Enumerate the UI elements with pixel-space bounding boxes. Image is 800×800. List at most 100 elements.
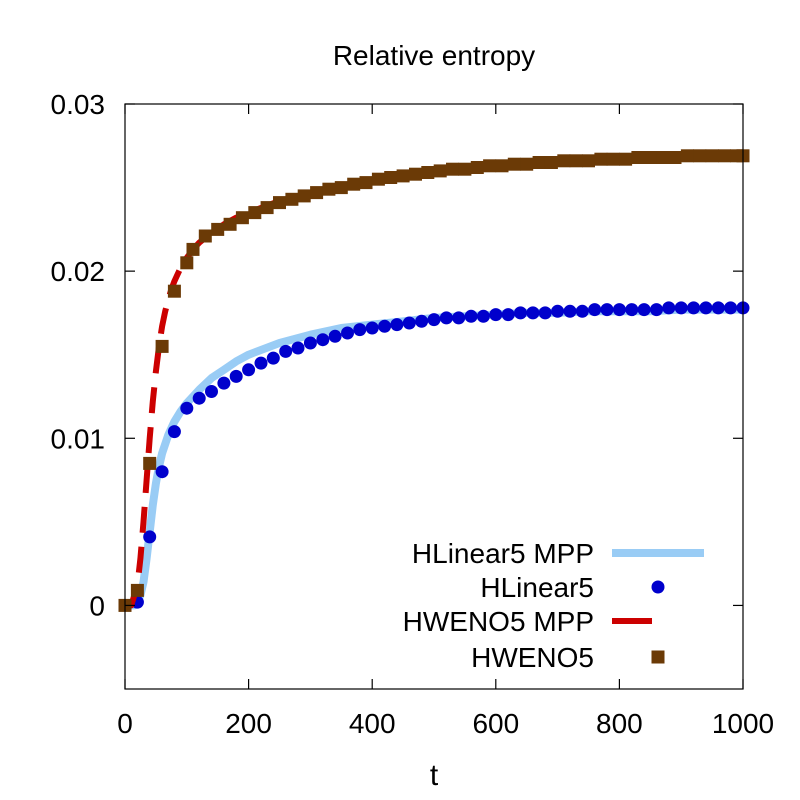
hweno5-point (384, 171, 398, 184)
hlinear5-point (514, 306, 527, 320)
hweno5-point (143, 456, 157, 470)
hweno5-point (606, 152, 620, 166)
hlinear5-point (637, 303, 651, 317)
hweno5-point (705, 149, 719, 163)
hweno5-mpp-legend-label: HWENO5 MPP (403, 606, 594, 637)
hlinear5-point (254, 356, 268, 370)
hlinear5-point (192, 391, 206, 405)
hlinear5-point (699, 301, 713, 315)
plot-frame (124, 103, 744, 690)
hlinear5-point (674, 301, 688, 315)
hweno5-point (594, 152, 608, 166)
hlinear5-point (229, 369, 243, 383)
hlinear5-point (341, 326, 354, 340)
y-tick-label: 0.01 (51, 423, 106, 454)
hlinear5-point (415, 314, 429, 328)
axes-layer (124, 103, 744, 690)
hlinear5-point (390, 318, 404, 332)
x-tick-label: 600 (472, 708, 519, 739)
hlinear5-legend-label: HLinear5 (480, 572, 594, 603)
hweno5-point (235, 211, 249, 225)
hweno5-point (643, 151, 657, 164)
hweno5-point (223, 217, 237, 231)
hlinear5-point (452, 311, 466, 325)
hweno5-point (211, 222, 225, 236)
hweno5-point (260, 201, 274, 215)
hlinear5-point (291, 341, 305, 355)
hlinear5-point (266, 351, 280, 365)
hweno5-point (371, 172, 385, 186)
hlinear5-point (563, 304, 577, 318)
hlinear5-point (328, 329, 342, 343)
hweno5-point (396, 169, 410, 183)
hlinear5-point (575, 304, 589, 318)
hlinear5-point (205, 385, 218, 398)
x-axis-label: t (430, 759, 439, 792)
hweno5-point (297, 189, 311, 203)
hlinear5-point (526, 306, 540, 320)
hweno5-point (433, 164, 447, 178)
hweno5-point (544, 156, 558, 169)
hlinear5-point (378, 319, 392, 333)
hlinear5-point (155, 465, 169, 479)
hlinear5-point (687, 301, 701, 315)
hweno5-point (155, 339, 169, 353)
hweno5-point (569, 154, 583, 168)
hweno5-point (582, 154, 595, 168)
hweno5-point (668, 151, 682, 164)
ticks-layer: 0 200 400 600 800 1000 0 0.01 0.02 0.03 (51, 89, 775, 739)
hweno5-point (310, 186, 324, 200)
hweno5-point (347, 177, 361, 191)
hlinear5-point (489, 308, 503, 322)
hlinear5-point (551, 304, 565, 318)
hweno5-point (718, 149, 731, 163)
hlinear5-point (402, 316, 416, 330)
hlinear5-point (427, 313, 441, 327)
hlinear5-point (316, 333, 330, 347)
hlinear5-point (143, 530, 157, 544)
hweno5-point (458, 162, 472, 176)
hweno5-point (180, 256, 194, 270)
hlinear5-point (464, 309, 478, 323)
hweno5-point (273, 196, 286, 210)
hlinear5-point (650, 303, 663, 317)
hweno5-point (470, 161, 484, 174)
hweno5-legend-swatch (651, 650, 665, 664)
series-layer (118, 149, 750, 612)
hweno5-point (334, 181, 348, 195)
y-tick-label: 0.02 (51, 256, 106, 287)
hweno5-legend-label: HWENO5 (471, 642, 594, 673)
hlinear5-point (501, 308, 515, 322)
hweno5-point (167, 284, 181, 298)
hweno5-point (483, 159, 497, 173)
hlinear5-point (724, 301, 738, 315)
hlinear5-point (217, 376, 231, 390)
hweno5-point (520, 157, 534, 171)
hweno5-point (693, 149, 707, 163)
x-tick-label: 200 (225, 708, 272, 739)
hlinear5-mpp-legend-label: HLinear5 MPP (412, 538, 594, 569)
hlinear5-point (476, 309, 490, 323)
x-tick-label: 400 (349, 708, 396, 739)
hweno5-point (359, 176, 373, 190)
hweno5-point (656, 151, 670, 164)
chart-title: Relative entropy (333, 40, 535, 71)
hlinear5-point (167, 425, 181, 439)
hweno5-point (322, 182, 336, 196)
hweno5-point (446, 162, 459, 176)
hweno5-point (198, 229, 212, 243)
hlinear5-point (588, 303, 602, 317)
hlinear5-point (625, 303, 639, 317)
hweno5-point (495, 159, 509, 173)
hlinear5-point (612, 303, 626, 317)
hweno5-point (532, 156, 546, 169)
hlinear5-legend-swatch (651, 580, 665, 594)
hlinear5-point (180, 401, 194, 415)
hweno5-point (631, 151, 645, 164)
hlinear5-point (600, 303, 614, 317)
y-tick-label: 0 (89, 590, 105, 621)
hlinear5-point (538, 306, 552, 320)
hlinear5-point (242, 363, 256, 377)
